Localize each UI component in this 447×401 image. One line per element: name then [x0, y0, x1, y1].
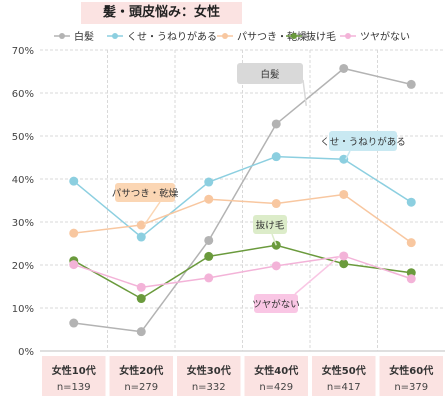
data-point	[271, 152, 281, 162]
y-tick-label: 40%	[12, 175, 34, 186]
category-box	[42, 356, 106, 396]
data-point	[69, 260, 79, 270]
data-point	[271, 261, 281, 271]
legend-label: 白髪	[74, 30, 94, 43]
callout-box	[254, 294, 298, 313]
category-label: 女性60代	[389, 364, 433, 377]
category-box	[177, 356, 241, 396]
data-point	[339, 251, 349, 261]
data-point	[136, 232, 146, 242]
callout-label: ツヤがない	[252, 299, 300, 311]
category-label: 女性50代	[322, 364, 366, 377]
series	[69, 251, 416, 292]
legend-label: くせ・うねりがある	[127, 30, 217, 43]
grid-lines: 0% 10% 20% 30% 40% 50% 60% 70%	[12, 46, 445, 358]
y-tick-label: 50%	[12, 132, 34, 143]
data-point	[204, 235, 214, 245]
callout-leader	[302, 79, 307, 106]
callout-leader	[294, 255, 341, 295]
data-point	[406, 79, 416, 89]
data-point	[271, 119, 281, 129]
legend-label: ツヤがない	[360, 30, 410, 43]
legend: 白髪 くせ・うねりがある パサつき・乾燥 抜け毛 ツヤがない	[54, 30, 410, 43]
data-point	[136, 294, 146, 304]
series-line	[73, 244, 412, 300]
data-point	[406, 238, 416, 248]
category-box	[244, 356, 308, 396]
callout-label: パサつき・乾燥	[112, 188, 179, 200]
data-point	[271, 199, 281, 209]
series-line	[73, 155, 412, 239]
callout-leader	[271, 233, 277, 246]
legend-swatch-marker	[291, 33, 297, 39]
series-line	[73, 255, 412, 289]
callout-box	[329, 131, 397, 151]
category-box	[109, 356, 173, 396]
data-point	[339, 63, 349, 73]
y-tick-label: 10%	[12, 304, 34, 315]
category-box	[379, 356, 443, 396]
sample-size-label: n=332	[192, 382, 226, 393]
chart-title: 髪・頭皮悩み：女性	[102, 5, 220, 20]
sample-size-label: n=429	[259, 382, 293, 393]
data-point	[69, 318, 79, 328]
category-label: 女性30代	[187, 364, 231, 377]
category-label: 女性10代	[52, 364, 96, 377]
callout-leader	[345, 150, 351, 160]
y-tick-label: 20%	[12, 261, 34, 272]
data-point	[204, 273, 214, 283]
legend-swatch-marker	[112, 33, 118, 39]
sample-size-label: n=417	[327, 382, 361, 393]
data-point	[136, 327, 146, 337]
sample-size-label: n=139	[57, 382, 91, 393]
callout-box	[237, 63, 303, 84]
category-axis: 女性10代 n=139 女性20代 n=279 女性30代 n=332 女性40代 n=429…	[42, 356, 443, 396]
series	[69, 189, 416, 248]
series-line	[73, 193, 412, 244]
data-point	[69, 176, 79, 186]
data-point	[136, 282, 146, 292]
sample-size-label: n=379	[394, 382, 428, 393]
title-band	[81, 2, 242, 24]
data-point	[406, 274, 416, 284]
series	[69, 152, 416, 242]
legend-label: パサつき・乾燥	[237, 30, 307, 43]
callout-label: 抜け毛	[256, 220, 285, 232]
category-box	[312, 356, 376, 396]
legend-label: 抜け毛	[306, 30, 336, 43]
series-line	[73, 67, 412, 333]
data-point	[204, 177, 214, 187]
category-label: 女性20代	[119, 364, 163, 377]
data-point	[204, 194, 214, 204]
callout-box	[115, 183, 175, 202]
data-point	[339, 259, 349, 269]
y-tick-label: 30%	[12, 218, 34, 229]
y-tick-label: 0%	[18, 347, 34, 358]
sample-size-label: n=279	[124, 382, 158, 393]
category-label: 女性40代	[254, 364, 298, 377]
callout-label: くせ・うねりがある	[320, 136, 406, 148]
y-tick-label: 70%	[12, 46, 34, 57]
legend-swatch-marker	[222, 33, 228, 39]
callout-leader	[143, 201, 161, 226]
legend-swatch-marker	[59, 33, 65, 39]
callout-label: 白髪	[260, 69, 280, 81]
data-point	[69, 228, 79, 238]
y-tick-label: 60%	[12, 89, 34, 100]
data-point	[406, 197, 416, 207]
data-point	[204, 251, 214, 261]
data-point	[339, 154, 349, 164]
callout-box	[253, 215, 287, 234]
series	[69, 240, 416, 304]
data-point	[136, 220, 146, 230]
data-point	[339, 189, 349, 199]
series	[69, 63, 416, 337]
legend-swatch-marker	[345, 33, 351, 39]
